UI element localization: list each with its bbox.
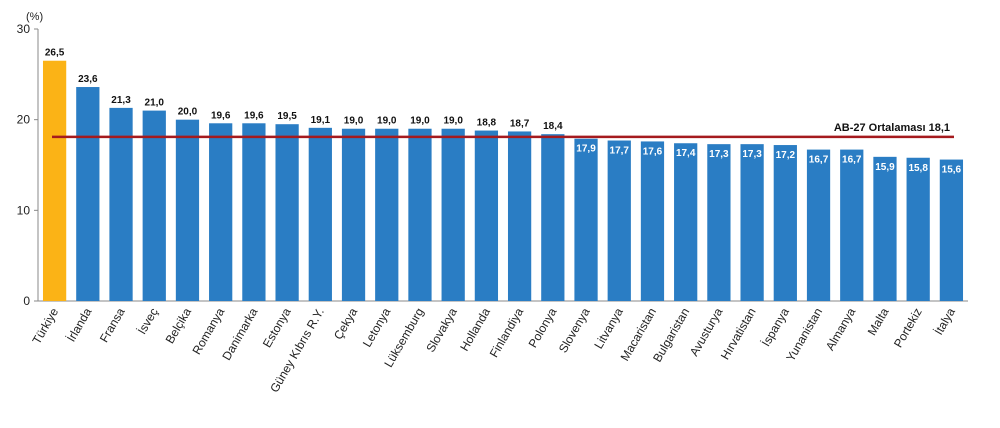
bar <box>341 128 366 301</box>
bar-value-label: 17,6 <box>643 146 663 157</box>
bar-value-label: 19,6 <box>244 110 264 121</box>
category-label: Hollanda <box>457 305 493 353</box>
bar-value-label: 19,0 <box>443 116 463 127</box>
bar <box>707 144 731 301</box>
bar <box>773 145 797 301</box>
category-label: Estonya <box>260 305 294 350</box>
x-axis-labels: Türkiye İrlanda Fransa İsveç BelçikaRomanyaD… <box>29 305 958 395</box>
bar <box>308 127 332 301</box>
bar <box>806 149 831 301</box>
bar-value-label: 19,0 <box>344 116 364 127</box>
bar <box>939 159 964 301</box>
bar-value-label: 17,7 <box>610 146 630 157</box>
category-label: Slovenya <box>556 305 593 355</box>
bar-value-label: 19,5 <box>277 111 297 122</box>
bar-value-label: 18,4 <box>543 121 563 132</box>
y-tick-label: 0 <box>23 294 30 308</box>
category-label: Romanya <box>189 305 227 357</box>
y-unit-label: (%) <box>26 11 43 23</box>
category-label: Türkiye <box>29 305 61 346</box>
bar <box>42 60 67 302</box>
bar-value-label: 17,2 <box>776 150 796 161</box>
bar-value-label: 17,3 <box>742 149 762 160</box>
category-label: Malta <box>865 305 892 338</box>
bars: 26,5 23,6 21,3 21,0 20,0 19,6 19,6 19,5 19,1 19,0… <box>42 48 964 302</box>
category-label: Slovakya <box>423 305 460 354</box>
bar <box>109 107 133 301</box>
category-label: Finlandiya <box>487 305 527 360</box>
bar-value-label: 17,3 <box>709 149 729 160</box>
bar <box>209 123 233 301</box>
category-label: İtalya <box>932 305 959 337</box>
bar <box>541 134 565 301</box>
bar-value-label: 17,9 <box>576 144 596 155</box>
bar <box>574 138 598 301</box>
bar-value-label: 17,4 <box>676 148 696 159</box>
bar <box>873 156 897 301</box>
bar <box>906 157 930 301</box>
reference-line-label: AB-27 Ortalaması 18,1 <box>834 122 950 134</box>
bar-value-label: 19,0 <box>377 116 397 127</box>
bar-value-label: 23,6 <box>78 74 98 85</box>
category-label: İsveç <box>135 306 161 337</box>
bar-value-label: 15,8 <box>908 163 928 174</box>
bar <box>375 128 399 301</box>
bar-value-label: 26,5 <box>45 48 65 59</box>
y-tick-label: 20 <box>17 113 31 127</box>
category-label: İrlanda <box>64 305 95 344</box>
category-label: Litvanya <box>591 305 626 351</box>
bar-value-label: 15,6 <box>942 165 962 176</box>
bar-value-label: 18,7 <box>510 118 530 129</box>
y-tick-label: 10 <box>17 203 31 217</box>
bar-value-label: 15,9 <box>875 162 895 173</box>
bar <box>740 144 764 301</box>
reference-line-value: 18,1 <box>929 122 950 134</box>
bar-value-label: 20,0 <box>178 107 198 118</box>
category-label: Belçika <box>163 305 195 346</box>
bar <box>76 87 100 301</box>
bar <box>275 124 299 301</box>
bar-value-label: 19,0 <box>410 116 430 127</box>
bar-value-label: 19,1 <box>311 115 331 126</box>
bar-value-label: 16,7 <box>842 155 862 166</box>
category-label: Letonya <box>360 305 394 349</box>
bar <box>840 149 864 301</box>
category-label: Çekya <box>331 305 360 342</box>
category-label: Polonya <box>526 305 560 350</box>
reference-line-name: AB-27 Ortalaması <box>834 122 929 134</box>
bar-value-label: 18,8 <box>477 118 497 129</box>
bar <box>408 128 432 301</box>
bar <box>674 143 698 301</box>
category-label: İspanya <box>759 305 792 349</box>
bar <box>142 110 166 301</box>
bar-value-label: 21,3 <box>111 95 131 106</box>
category-label: Fransa <box>97 305 128 345</box>
bar <box>607 140 631 301</box>
category-label: Almanya <box>823 305 859 353</box>
bar <box>441 128 465 301</box>
bar-value-label: 16,7 <box>809 155 829 166</box>
reference-line-group: AB-27 Ortalaması 18,1 <box>52 122 954 139</box>
bar <box>640 141 665 301</box>
y-tick-label: 30 <box>17 22 31 36</box>
bar <box>507 131 532 301</box>
category-label: Portekiz <box>891 306 925 351</box>
bar-value-label: 21,0 <box>145 98 165 109</box>
bar <box>242 123 266 301</box>
bar <box>474 130 499 301</box>
bar <box>175 119 200 301</box>
bar-value-label: 19,6 <box>211 110 231 121</box>
